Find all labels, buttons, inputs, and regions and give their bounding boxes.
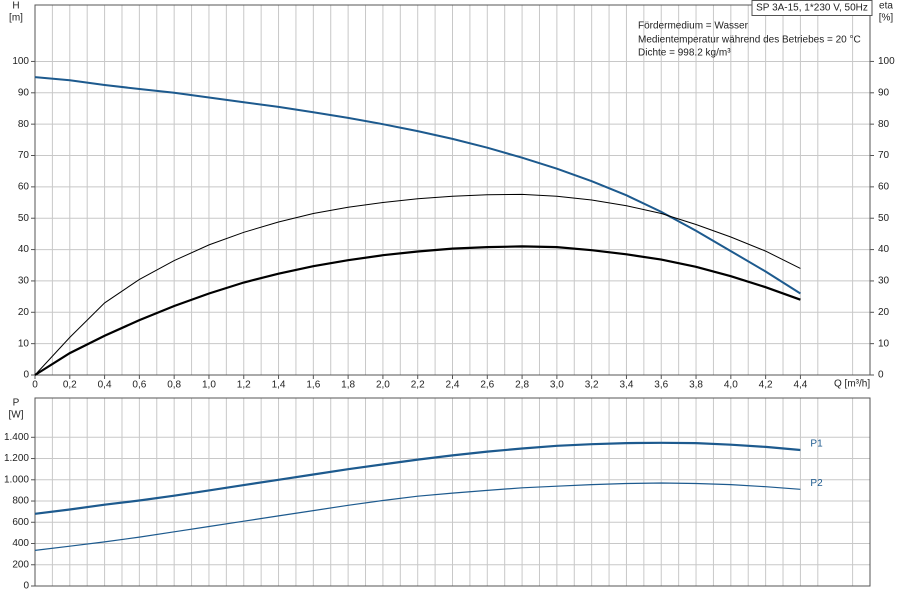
y2-unit: [%]	[879, 13, 894, 24]
x-tick-label: 2,6	[480, 380, 494, 391]
y-tick-label: 60	[18, 182, 30, 193]
y-tick-label: 10	[18, 338, 30, 349]
y-tick-label: 80	[18, 119, 30, 130]
x-tick-label: 0,6	[132, 380, 146, 391]
x-tick-label: 3,6	[654, 380, 668, 391]
x-tick-label: 1,6	[306, 380, 320, 391]
y2-tick-label: 30	[878, 276, 890, 287]
y-tick-label: 0	[23, 370, 29, 381]
y-label: P	[13, 398, 20, 409]
series-line	[34, 245, 801, 376]
y2-tick-label: 80	[878, 119, 890, 130]
y-tick-label: 20	[18, 307, 30, 318]
series-label: P1	[810, 439, 823, 450]
y-tick-label: 100	[12, 56, 29, 67]
series-line	[34, 441, 801, 515]
y2-tick-label: 10	[878, 338, 890, 349]
x-tick-label: 3,8	[689, 380, 703, 391]
x-tick-label: 1,0	[202, 380, 216, 391]
y-label: H	[12, 1, 19, 12]
y-tick-label: 50	[18, 213, 30, 224]
y2-tick-label: 40	[878, 244, 890, 255]
y-tick-label: 30	[18, 276, 30, 287]
y-tick-label: 600	[12, 517, 29, 528]
x-tick-label: 2,2	[411, 380, 425, 391]
x-tick-label: 2,0	[376, 380, 390, 391]
x-tick-label: 2,8	[515, 380, 529, 391]
y2-tick-label: 60	[878, 182, 890, 193]
x-tick-label: 3,4	[620, 380, 634, 391]
y-tick-label: 800	[12, 496, 29, 507]
y2-tick-label: 100	[878, 56, 895, 67]
x-tick-label: 1,4	[272, 380, 286, 391]
x-tick-label: 0,4	[98, 380, 112, 391]
y-tick-label: 200	[12, 559, 29, 570]
series-label: P2	[810, 478, 823, 489]
annotation: Fördermedium = Wasser	[638, 21, 749, 32]
x-tick-label: 3,0	[550, 380, 564, 391]
x-tick-label: 4,4	[793, 380, 807, 391]
chart-title: SP 3A-15, 1*230 V, 50Hz	[756, 3, 868, 14]
y-tick-label: 40	[18, 244, 30, 255]
y2-tick-label: 20	[878, 307, 890, 318]
y-unit: [m]	[9, 13, 23, 24]
annotation: Medientemperatur während des Betriebes =…	[638, 35, 861, 46]
x-tick-label: 0,8	[167, 380, 181, 391]
x-tick-label: 1,8	[341, 380, 355, 391]
x-tick-label: 1,2	[237, 380, 251, 391]
y-tick-label: 0	[23, 581, 29, 592]
y2-tick-label: 70	[878, 150, 890, 161]
y-tick-label: 70	[18, 150, 30, 161]
y-tick-label: 90	[18, 87, 30, 98]
y2-tick-label: 90	[878, 87, 890, 98]
x-label: Q [m³/h]	[834, 379, 870, 390]
y-tick-label: 1.200	[4, 453, 29, 464]
y-unit: [W]	[9, 410, 24, 421]
x-tick-label: 0,2	[63, 380, 77, 391]
title-box	[751, 0, 873, 16]
y2-tick-label: 0	[878, 370, 884, 381]
annotation: Dichte = 998.2 kg/m³	[638, 48, 731, 59]
x-tick-label: 3,2	[585, 380, 599, 391]
bottom-frame	[34, 397, 871, 587]
y2-label: eta	[879, 1, 893, 12]
x-tick-label: 2,4	[446, 380, 460, 391]
y-tick-label: 1.000	[4, 474, 29, 485]
x-tick-label: 0	[32, 380, 38, 391]
y-tick-label: 400	[12, 538, 29, 549]
x-tick-label: 4,2	[759, 380, 773, 391]
series-line	[34, 193, 801, 376]
series-line	[34, 482, 801, 551]
y2-tick-label: 50	[878, 213, 890, 224]
y-tick-label: 1.400	[4, 432, 29, 443]
series-line	[34, 76, 801, 295]
x-tick-label: 4,0	[724, 380, 738, 391]
